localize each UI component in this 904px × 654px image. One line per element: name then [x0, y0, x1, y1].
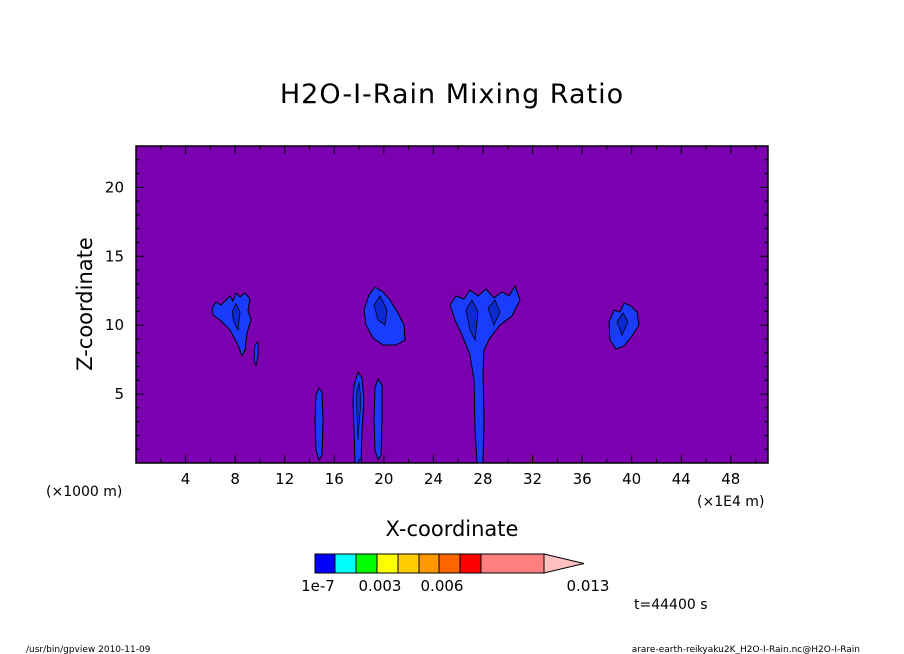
- x-axis-label: X-coordinate: [386, 517, 519, 541]
- footer-left: /usr/bin/gpview 2010-11-09: [26, 645, 151, 654]
- colorbar-labels: 1e-7 0.003 0.006 0.013: [301, 577, 609, 595]
- cloud-x8: [211, 292, 259, 367]
- time-label: t=44400 s: [634, 597, 708, 613]
- colorbar-label: 0.006: [421, 577, 464, 595]
- x-scale-left: (×1000 m): [46, 484, 122, 500]
- colorbar-label: 0.003: [359, 577, 402, 595]
- cloud-x28: [449, 284, 521, 464]
- x-tick-label: 8: [230, 470, 240, 488]
- x-tick-label: 44: [672, 470, 691, 488]
- column-x19-7: [373, 377, 383, 462]
- x-tick-label: 40: [622, 470, 641, 488]
- colorbar-swatch: [314, 553, 336, 574]
- colorbar-swatch: [397, 553, 420, 574]
- cloud-x20: [363, 286, 406, 346]
- chart-title: H2O-I-Rain Mixing Ratio: [280, 79, 624, 110]
- x-tick-label: 36: [573, 470, 592, 488]
- colorbar-swatch: [418, 553, 440, 574]
- y-axis-label: Z-coordinate: [73, 237, 97, 371]
- cloud-x40: [608, 302, 640, 350]
- x-tick-label: 12: [275, 470, 294, 488]
- colorbar-label: 1e-7: [301, 577, 335, 595]
- colorbar-extend-arrow: [543, 553, 585, 574]
- y-tick-label: 15: [105, 247, 124, 265]
- colorbar-label: 0.013: [567, 577, 610, 595]
- y-tick-label: 10: [105, 316, 124, 334]
- x-tick-label: 28: [473, 470, 492, 488]
- colorbar-swatch: [355, 553, 378, 574]
- x-tick-label: 20: [374, 470, 393, 488]
- colorbar-swatch: [459, 553, 482, 574]
- colorbar-swatch: [376, 553, 399, 574]
- x-tick-label: 4: [181, 470, 191, 488]
- y-tick-label: 20: [105, 178, 124, 196]
- y-tick-label: 5: [114, 385, 124, 403]
- x-ticks: 4 8 12 16 20 24 28 32 36 40 44 48: [160, 146, 757, 488]
- x-tick-label: 16: [325, 470, 344, 488]
- colorbar-swatch: [480, 553, 545, 574]
- x-scale-right: (×1E4 m): [697, 494, 764, 510]
- x-tick-label: 48: [721, 470, 740, 488]
- footer-right: arare-earth-reikyaku2K_H2O-I-Rain.nc@H2O…: [632, 645, 860, 654]
- column-x18: [352, 370, 365, 464]
- colorbar-swatch: [334, 553, 357, 574]
- column-x15: [314, 387, 324, 462]
- colorbar-swatch: [438, 553, 461, 574]
- x-tick-label: 24: [424, 470, 443, 488]
- x-tick-label: 32: [523, 470, 542, 488]
- colorbar: [314, 553, 585, 574]
- y-ticks: 5 10 15 20: [105, 159, 768, 450]
